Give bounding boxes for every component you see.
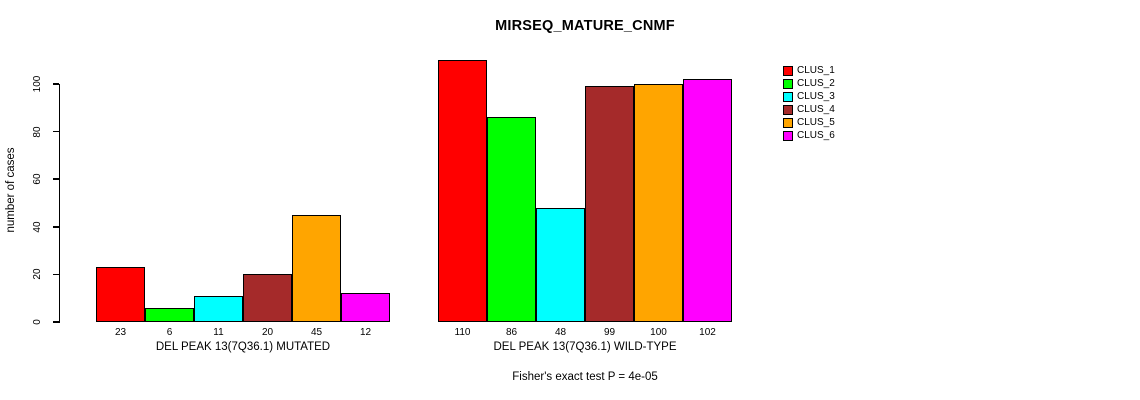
y-tick-mark [53,83,59,85]
bar-value-label: 45 [310,327,323,338]
legend-label: CLUS_5 [797,117,835,128]
bar-wild-type-clus_5 [634,84,683,322]
y-tick-label: 0 [32,319,43,325]
bar-wild-type-clus_3 [536,208,585,322]
bar-value-label: 86 [505,327,518,338]
bar-wild-type-clus_4 [585,86,634,322]
x-axis-label-wild-type: DEL PEAK 13(7Q36.1) WILD-TYPE [493,341,677,353]
y-tick-label: 80 [32,126,43,138]
legend-label: CLUS_6 [797,130,835,141]
legend-item-clus_2: CLUS_2 [783,77,835,90]
legend-item-clus_4: CLUS_4 [783,103,835,116]
legend-label: CLUS_2 [797,78,835,89]
y-tick-label: 60 [32,173,43,185]
bar-mutated-clus_1 [96,267,145,322]
bar-mutated-clus_2 [145,308,194,322]
legend-swatch-icon [783,130,793,141]
legend-item-clus_6: CLUS_6 [783,129,835,142]
legend-item-clus_3: CLUS_3 [783,90,835,103]
legend-swatch-icon [783,65,793,76]
y-tick-mark [53,178,59,180]
bar-mutated-clus_4 [243,274,292,322]
y-axis-label: number of cases [5,147,17,233]
bar-value-label: 100 [650,327,667,338]
legend-label: CLUS_4 [797,104,835,115]
y-axis-line [58,84,60,323]
y-tick-label: 20 [32,268,43,280]
bar-value-label: 99 [603,327,616,338]
legend-item-clus_5: CLUS_5 [783,116,835,129]
bar-value-label: 23 [114,327,127,338]
bar-wild-type-clus_1 [438,60,487,322]
bar-value-label: 102 [699,327,716,338]
bar-mutated-clus_3 [194,296,243,322]
y-tick-label: 100 [32,75,43,93]
legend-swatch-icon [783,117,793,128]
bar-wild-type-clus_6 [683,79,732,322]
legend-label: CLUS_3 [797,91,835,102]
chart-title: MIRSEQ_MATURE_CNMF [495,18,675,34]
y-tick-mark [53,130,59,133]
legend-swatch-icon [783,104,793,115]
bar-wild-type-clus_2 [487,117,536,322]
bar-value-label: 12 [359,327,372,338]
bar-value-label: 20 [261,327,274,338]
x-axis-label-mutated: DEL PEAK 13(7Q36.1) MUTATED [155,341,331,353]
bar-value-label: 110 [454,327,471,338]
fisher-test-caption: Fisher's exact test P = 4e-05 [512,371,658,383]
legend: CLUS_1 CLUS_2 CLUS_3 CLUS_4 CLUS_5 CLUS_6 [783,64,835,142]
legend-item-clus_1: CLUS_1 [783,64,835,77]
bar-mutated-clus_5 [292,215,341,322]
y-tick-label: 40 [32,221,43,233]
y-tick-mark [53,226,59,228]
bar-value-label: 11 [213,327,224,338]
legend-label: CLUS_1 [797,65,835,76]
y-tick-mark [53,273,59,276]
bar-mutated-clus_6 [341,293,390,322]
y-tick-mark [53,321,59,323]
bar-value-label: 6 [166,327,173,338]
bar-value-label: 48 [554,327,567,338]
legend-swatch-icon [783,78,793,89]
legend-swatch-icon [783,91,793,102]
